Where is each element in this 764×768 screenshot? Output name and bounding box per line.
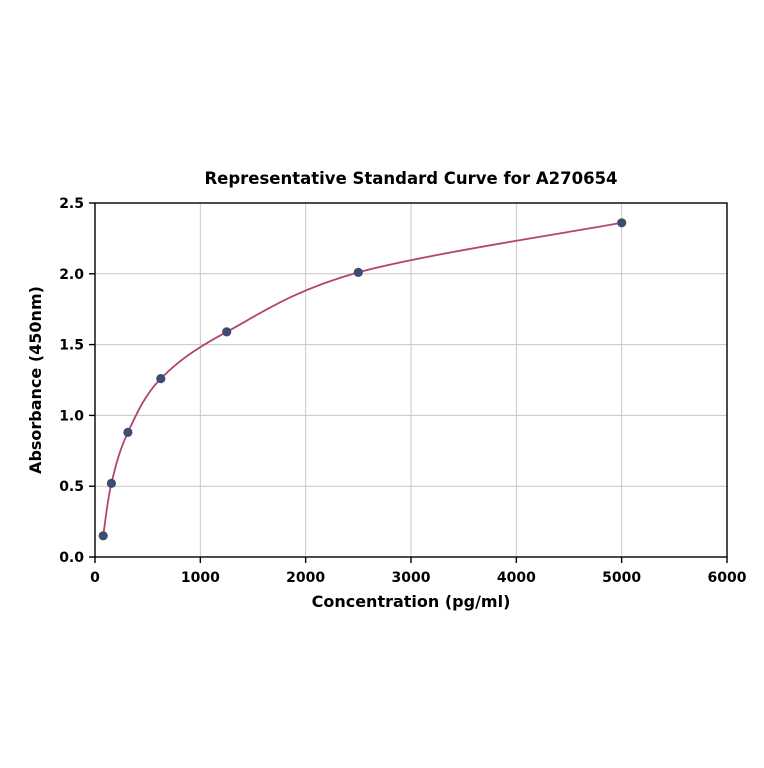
x-tick-label: 6000 <box>708 570 747 586</box>
axis-tick-marks <box>89 202 728 563</box>
fit-curve-line <box>102 221 622 536</box>
x-tick-label: 2000 <box>286 570 325 586</box>
data-points <box>98 218 627 541</box>
y-tick-label: 1.5 <box>59 338 84 354</box>
x-tick-label: 3000 <box>392 570 431 586</box>
x-tick-label: 0 <box>90 570 100 586</box>
x-tick-label: 5000 <box>602 570 641 586</box>
y-tick-label: 1.0 <box>59 408 84 424</box>
data-point-marker <box>106 478 116 488</box>
data-point-marker <box>353 267 363 277</box>
x-axis-label: Concentration (pg/ml) <box>312 592 511 611</box>
data-point-marker <box>123 427 133 437</box>
x-tick-label: 4000 <box>497 570 536 586</box>
y-tick-labels: 0.0 0.5 1.0 1.5 2.0 2.5 <box>59 196 84 566</box>
y-tick-label: 0.5 <box>59 479 84 495</box>
chart-title: Representative Standard Curve for A27065… <box>204 169 617 188</box>
data-point-marker <box>222 327 232 337</box>
data-point-marker <box>617 218 627 228</box>
data-point-marker <box>98 531 108 541</box>
y-tick-label: 0.0 <box>59 550 84 566</box>
x-tick-labels: 0 1000 2000 3000 4000 5000 6000 <box>90 570 747 586</box>
y-axis-label: Absorbance (450nm) <box>26 286 45 474</box>
x-tick-label: 1000 <box>181 570 220 586</box>
y-tick-label: 2.0 <box>59 267 84 283</box>
data-point-marker <box>156 374 166 384</box>
y-tick-label: 2.5 <box>59 196 84 212</box>
